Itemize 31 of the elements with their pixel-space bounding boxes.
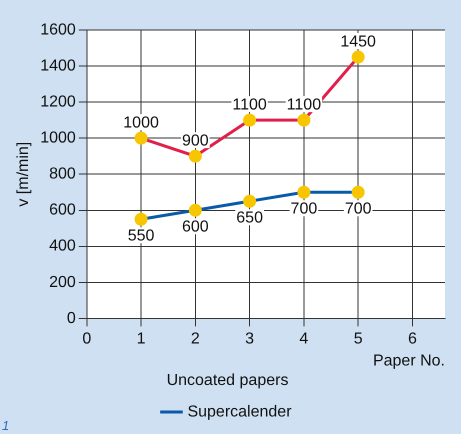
y-tick-label: 1200 — [40, 94, 76, 111]
data-label: 1450 — [340, 33, 376, 50]
y-tick-label: 800 — [49, 166, 76, 183]
x-axis-title: Paper No. — [372, 352, 445, 370]
x-tick-label: 0 — [82, 330, 92, 348]
data-label: 900 — [182, 132, 209, 150]
y-tick-label: 200 — [49, 274, 76, 291]
x-tick-label: 6 — [408, 330, 417, 348]
y-tick-label: 400 — [49, 238, 76, 255]
y-tick-label: 1400 — [40, 57, 76, 74]
y-tick-label: 0 — [66, 310, 76, 327]
data-label: 650 — [236, 210, 264, 227]
data-label: 700 — [344, 200, 372, 218]
data-label: 700 — [290, 200, 318, 218]
x-tick-label: 1 — [136, 330, 146, 348]
y-axis-title: v [m/min] — [15, 142, 32, 207]
legend-label: Supercalender — [187, 403, 292, 420]
data-label: 1000 — [123, 114, 159, 132]
data-label: 600 — [182, 218, 209, 236]
x-tick-label: 4 — [299, 330, 308, 348]
data-label: 1100 — [232, 96, 267, 114]
text: 1 — [2, 418, 10, 433]
x-tick-label: 5 — [354, 330, 363, 348]
legend-title: Uncoated papers — [166, 372, 288, 390]
x-tick-label: 3 — [245, 330, 254, 348]
y-tick-label: 1000 — [40, 130, 76, 147]
data-label: 550 — [128, 228, 155, 245]
x-tick-label: 2 — [190, 330, 200, 348]
data-label: 1100 — [286, 96, 322, 114]
y-tick-label: 1600 — [40, 21, 76, 38]
y-tick-label: 600 — [49, 202, 76, 219]
